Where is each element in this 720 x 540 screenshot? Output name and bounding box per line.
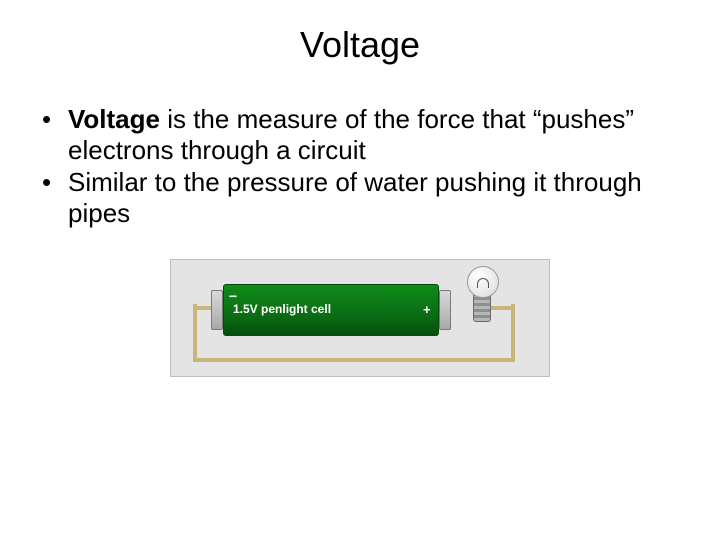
bulb-base (473, 294, 491, 322)
wire-bottom (193, 358, 515, 362)
wire-left-vertical (193, 304, 197, 362)
figure-container: − 1.5V penlight cell + (36, 259, 684, 382)
battery-plus-symbol: + (423, 302, 431, 317)
bullet-list: Voltage is the measure of the force that… (36, 104, 684, 229)
bullet-bold-lead: Voltage (68, 104, 160, 134)
list-item: Voltage is the measure of the force that… (40, 104, 684, 165)
bullet-text: Similar to the pressure of water pushing… (68, 167, 642, 228)
battery-label: 1.5V penlight cell (233, 302, 331, 316)
page-title: Voltage (36, 24, 684, 66)
battery-terminal-negative (211, 290, 223, 330)
battery-terminal-positive (439, 290, 451, 330)
bulb-filament (477, 278, 489, 288)
wire-right-vertical (511, 304, 515, 362)
slide: Voltage Voltage is the measure of the fo… (0, 0, 720, 540)
list-item: Similar to the pressure of water pushing… (40, 167, 684, 228)
battery-circuit-diagram: − 1.5V penlight cell + (170, 259, 550, 377)
